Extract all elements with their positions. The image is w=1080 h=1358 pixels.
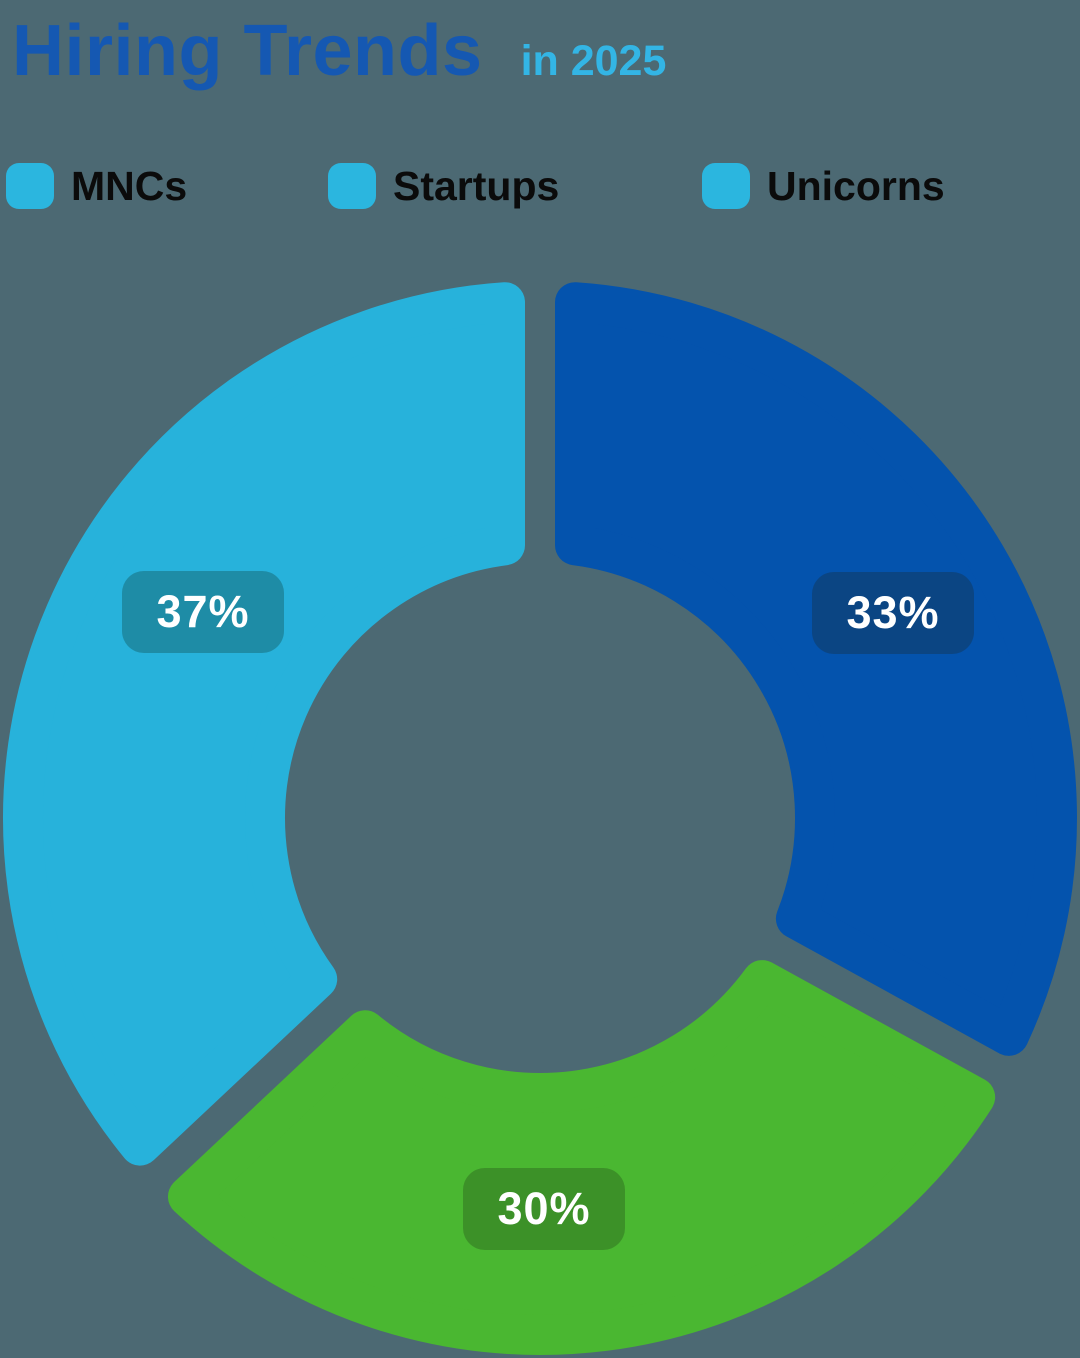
donut-segment-33%[interactable] (555, 282, 1077, 1056)
legend-item-startups[interactable]: Startups (328, 162, 559, 210)
legend-swatch-icon (702, 163, 750, 209)
chart-subtitle: in 2025 (520, 37, 667, 85)
donut-segment-30%[interactable] (167, 960, 996, 1355)
segment-value-badge: 33% (812, 572, 974, 654)
legend-swatch-icon (6, 163, 54, 209)
legend-item-label: Unicorns (767, 163, 945, 209)
legend-item-mncs[interactable]: MNCs (6, 162, 187, 210)
chart-title: Hiring Trends (12, 11, 483, 91)
donut-segment-37%[interactable] (3, 282, 525, 1166)
chart-title-row: Hiring Trends in 2025 (12, 10, 666, 92)
segment-value-badge: 37% (122, 571, 284, 653)
segment-value-label: 30% (497, 1183, 591, 1234)
legend-item-label: Startups (393, 163, 560, 209)
segment-value-label: 37% (156, 586, 250, 637)
legend-swatch-icon (328, 163, 376, 209)
legend-item-label: MNCs (71, 163, 188, 209)
segment-value-label: 33% (846, 587, 940, 638)
segment-value-badge: 30% (463, 1168, 625, 1250)
legend-item-unicorns[interactable]: Unicorns (702, 162, 945, 210)
